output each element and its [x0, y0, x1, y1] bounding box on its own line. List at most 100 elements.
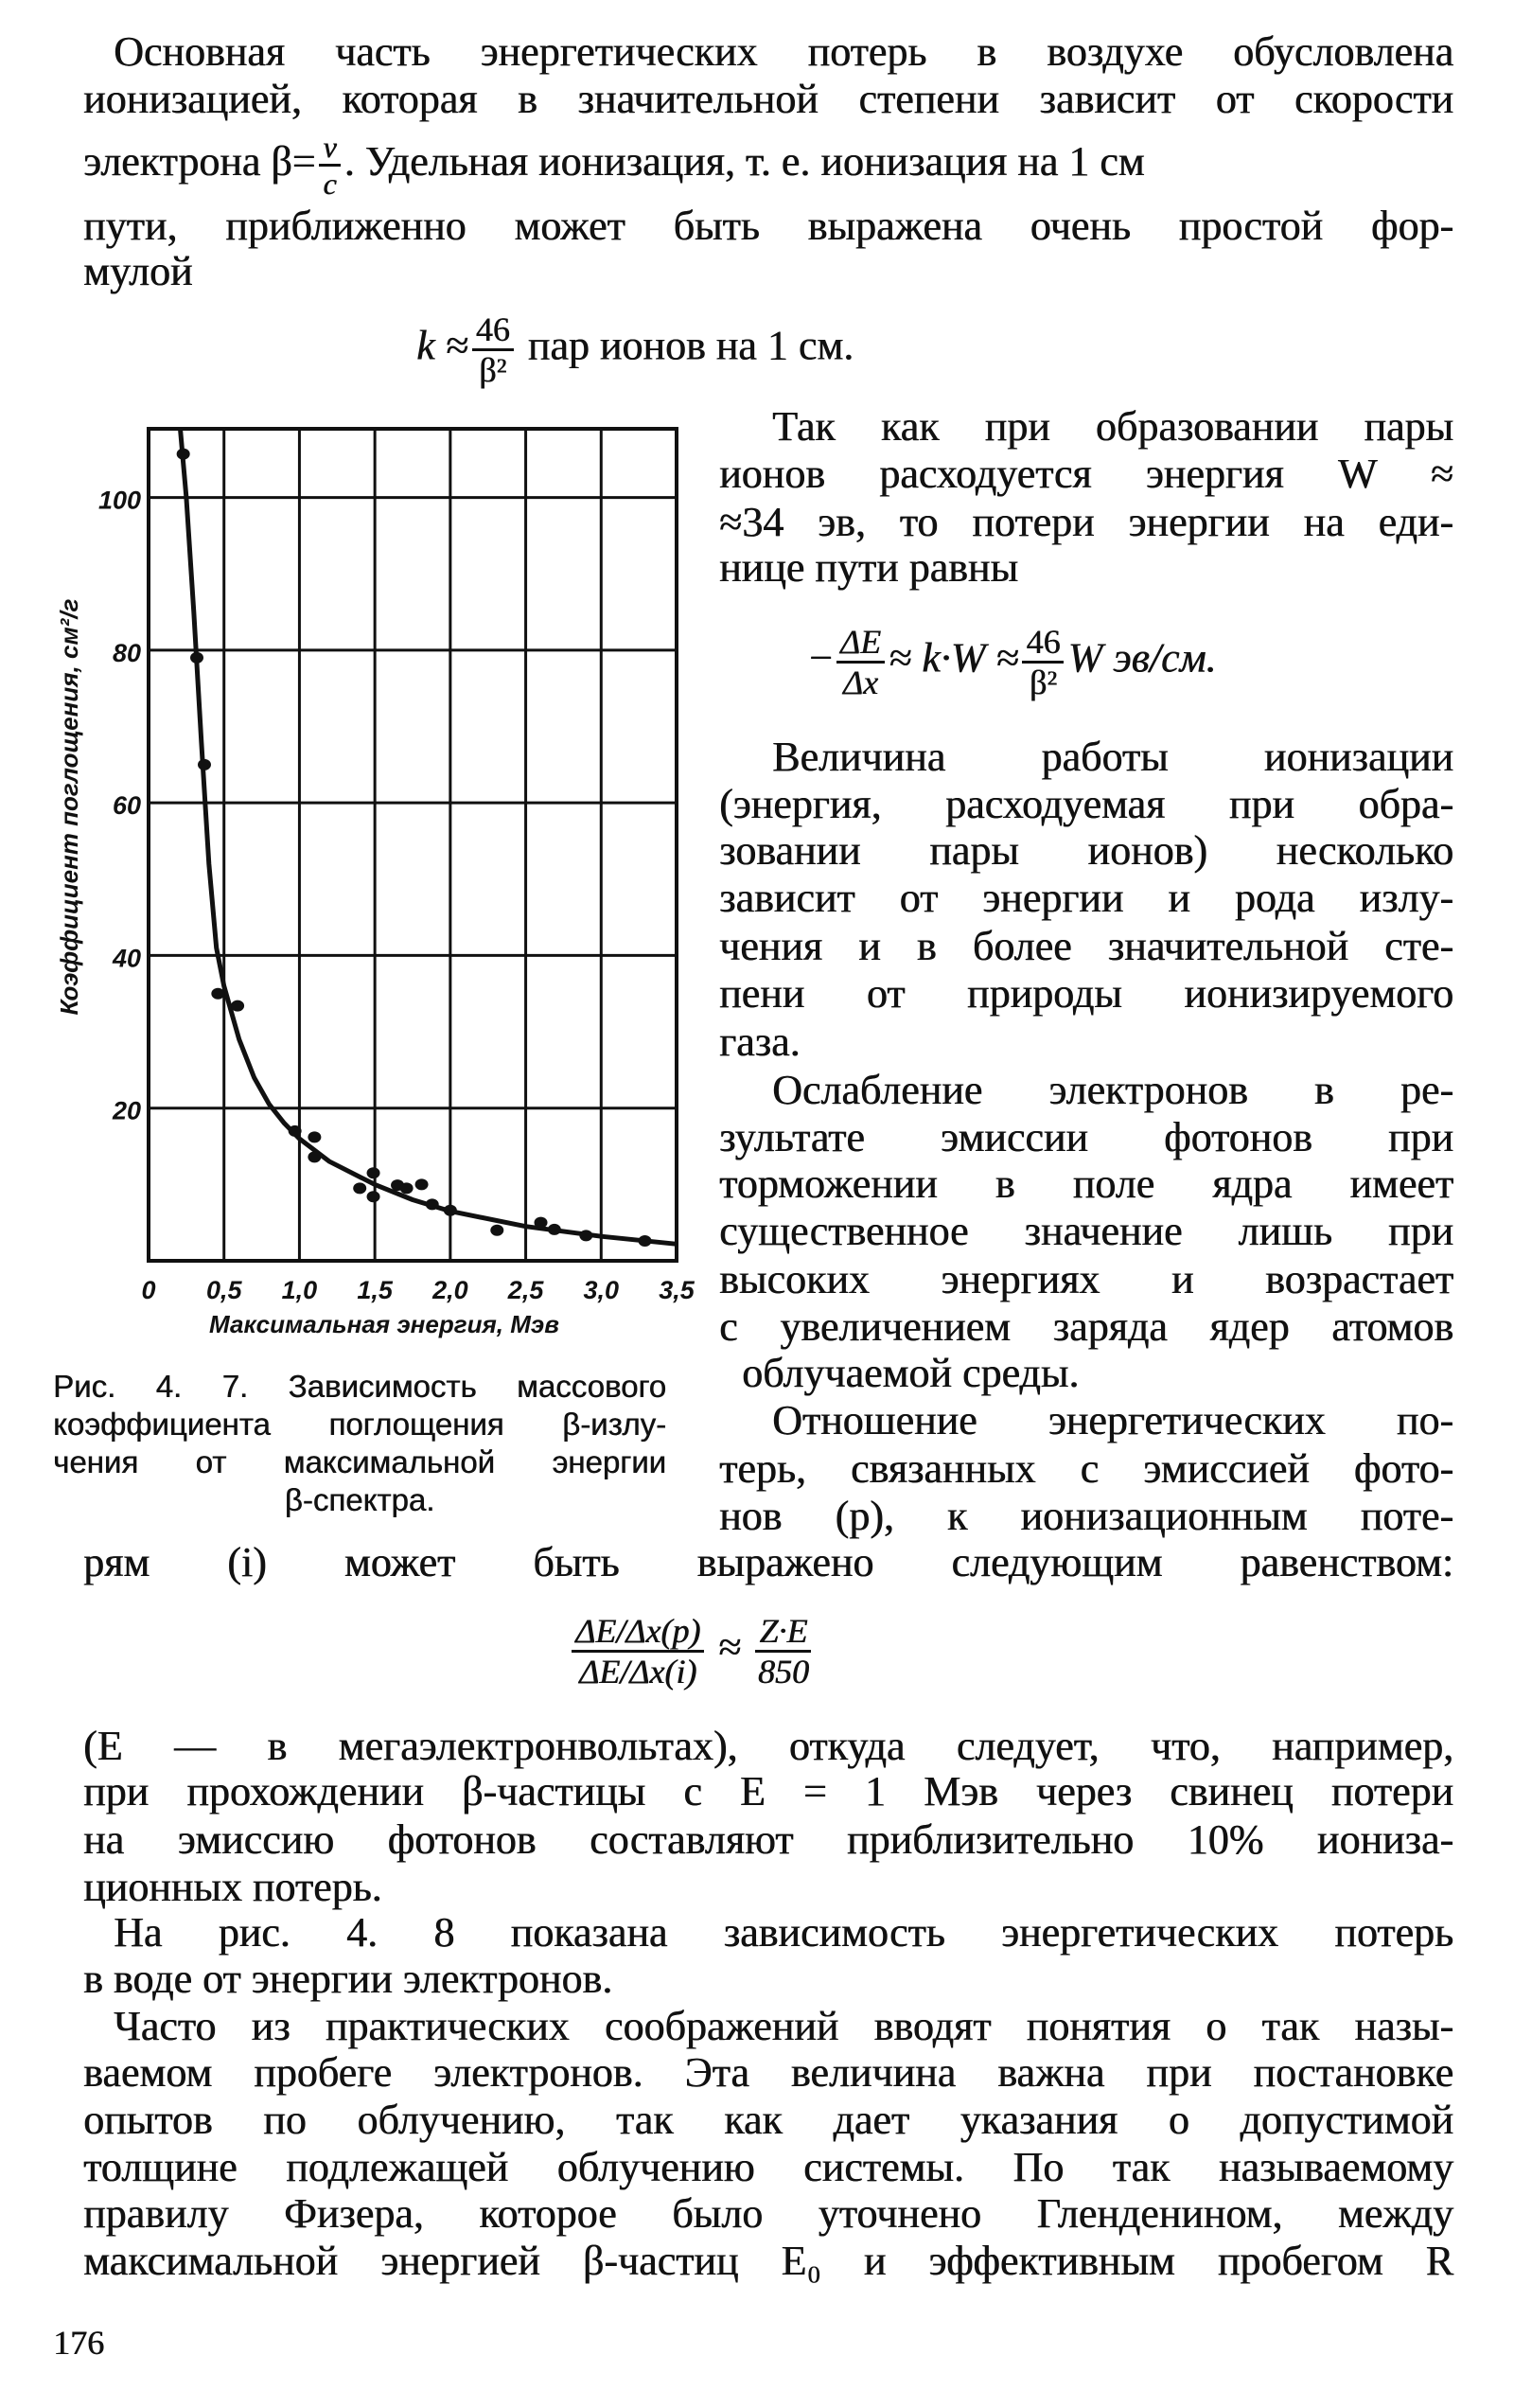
y-tick-label: 100: [98, 487, 141, 515]
text-line: нов (p), к ионизационным поте-: [719, 1493, 1453, 1539]
data-point: [366, 1191, 380, 1203]
data-point: [308, 1151, 322, 1163]
text-line: ваемом пробеге электронов. Эта величина …: [83, 2049, 1453, 2096]
data-point: [353, 1182, 367, 1195]
text-line: существенное значение лишь при: [719, 1208, 1453, 1254]
text-line: нице пути равны: [719, 544, 1018, 591]
data-point: [190, 651, 204, 664]
data-point: [579, 1230, 593, 1242]
data-point: [490, 1224, 504, 1236]
formula-rhs: W эв/см.: [1067, 634, 1217, 682]
text-line: зультате эмиссии фотонов при: [719, 1114, 1453, 1160]
denominator: Δx: [842, 664, 878, 701]
text-line: ≈34 эв, то потери энергии на еди-: [719, 499, 1453, 545]
numerator: ΔE/Δx(p): [572, 1614, 705, 1653]
text-line: Отношение энергетических по-: [772, 1397, 1453, 1443]
text-line: На рис. 4. 8 показана зависимость энерге…: [114, 1909, 1453, 1956]
denominator: 850: [757, 1653, 809, 1691]
text-line: торможении в поле ядра имеет: [719, 1160, 1453, 1207]
data-point: [443, 1204, 457, 1216]
data-point: [211, 987, 225, 1000]
y-tick-label: 40: [112, 944, 141, 972]
text-line: Часто из практических соображений вводят…: [114, 2003, 1453, 2049]
caption-line: β-спектра.: [284, 1482, 435, 1517]
fraction: 46 β²: [471, 312, 514, 389]
data-point: [288, 1124, 302, 1137]
text-line: ионов расходуется энергия W ≈: [719, 451, 1453, 497]
text-line: при прохождении β-частицы с E = 1 Мэв че…: [83, 1768, 1453, 1815]
data-point: [308, 1131, 322, 1143]
formula-mid: ≈ k·W ≈: [888, 634, 1019, 682]
text-line: ионизацией, которая в значительной степе…: [83, 76, 1453, 122]
y-tick-label: 20: [112, 1097, 141, 1125]
text-line: газа.: [719, 1018, 801, 1065]
minus-sign: −: [809, 634, 833, 682]
text-line: Так как при образовании пары: [772, 403, 1453, 450]
formula-energy-loss: − ΔE Δx ≈ k·W ≈46 β² W эв/см.: [809, 625, 1216, 699]
numerator: ΔE: [836, 625, 885, 664]
text-fragment: . Удельная ионизация, т. е. ионизация на…: [343, 138, 1145, 185]
formula-specific-ionization: k ≈46 β² пар ионов на 1 см.: [416, 312, 854, 387]
text-line: на эмиссию фотонов составляют приблизите…: [83, 1816, 1453, 1863]
text-line: Основная часть энергетических потерь в в…: [114, 28, 1453, 75]
denominator: β²: [1029, 664, 1057, 701]
x-tick-label: 0: [141, 1276, 155, 1304]
data-point: [399, 1182, 414, 1195]
y-tick-label: 80: [113, 639, 141, 667]
numerator: 46: [1022, 625, 1065, 664]
x-tick-label: 2,5: [507, 1276, 545, 1304]
text-line: пути, приближенно может быть выражена оч…: [83, 203, 1453, 249]
x-axis-label: Максимальная энергия, Мэв: [209, 1310, 559, 1338]
data-point: [425, 1198, 439, 1211]
data-point: [547, 1223, 561, 1235]
plot-frame: [147, 427, 678, 1263]
text-line: в воде от энергии электронов.: [83, 1956, 613, 2002]
caption-line: коэффициента поглощения β-излу-: [53, 1407, 666, 1442]
y-axis-label: Коэффициент поглощения, см²/г: [55, 598, 83, 1015]
fraction-dE-dx: ΔE Δx: [836, 625, 885, 699]
data-point: [366, 1167, 380, 1179]
data-point: [176, 448, 190, 460]
text-fragment: электрона β=: [83, 138, 316, 185]
text-line: максимальной энергией β-частиц E₀ и эффе…: [83, 2238, 1453, 2284]
x-tick-label: 3,5: [659, 1276, 695, 1304]
denominator: ΔE/Δx(i): [579, 1653, 697, 1691]
text-line-formula-beta: электрона β= v c. Удельная ионизация, т. е…: [83, 132, 1453, 199]
fraction-loss-ratio: ΔE/Δx(p) ΔE/Δx(i): [572, 1614, 705, 1691]
x-tick-label: 3,0: [584, 1276, 620, 1304]
caption-line: чения от максимальной энергии: [53, 1444, 666, 1479]
text-line: чения и в более значительной сте-: [719, 923, 1453, 969]
data-point: [231, 1000, 245, 1012]
x-tick-label: 0,5: [206, 1276, 243, 1304]
text-line: с увеличением заряда ядер атомов: [719, 1303, 1453, 1350]
fraction: 46 β²: [1022, 625, 1065, 701]
approx-sign: ≈: [718, 1623, 742, 1671]
text-line: пени от природы ионизируемого: [719, 970, 1453, 1017]
text-line: ционных потерь.: [83, 1864, 382, 1910]
numerator: v: [319, 132, 341, 168]
denominator: β²: [479, 351, 507, 389]
text-line: рям (i) может быть выражено следующим ра…: [83, 1539, 1453, 1585]
text-line: высоких энергиях и возрастает: [719, 1256, 1453, 1302]
formula-loss-ratio: ΔE/Δx(p) ΔE/Δx(i) ≈ Z·E 850: [568, 1614, 815, 1689]
text-line: облучаемой среды.: [742, 1350, 1080, 1396]
data-point: [638, 1235, 652, 1248]
x-tick-label: 1,0: [282, 1276, 318, 1304]
text-line: зависит от энергии и рода излу-: [719, 875, 1453, 921]
absorption-coefficient-chart: 0 0,5 1,0 1,5 2,0 2,5 3,0 3,5 20 40 60 80 100 Максима…: [55, 427, 695, 1338]
caption-line: Рис. 4. 7. Зависимость массового: [53, 1369, 666, 1404]
denominator: c: [323, 167, 337, 202]
x-tick-label: 1,5: [357, 1276, 394, 1304]
text-line: (E — в мегаэлектронвольтах), откуда след…: [83, 1723, 1453, 1769]
data-point: [197, 758, 211, 770]
text-line: мулой: [83, 248, 193, 294]
text-line: Величина работы ионизации: [772, 734, 1453, 780]
y-tick-label: 60: [113, 791, 141, 820]
data-point: [414, 1178, 429, 1191]
text-line: терь, связанных с эмиссией фото-: [719, 1445, 1453, 1492]
page-number: 176: [53, 2324, 104, 2362]
text-line: Ослабление электронов в ре-: [772, 1067, 1453, 1113]
text-line: опытов по облучению, так как дает указан…: [83, 2097, 1453, 2143]
text-line: зовании пары ионов) несколько: [719, 827, 1453, 874]
